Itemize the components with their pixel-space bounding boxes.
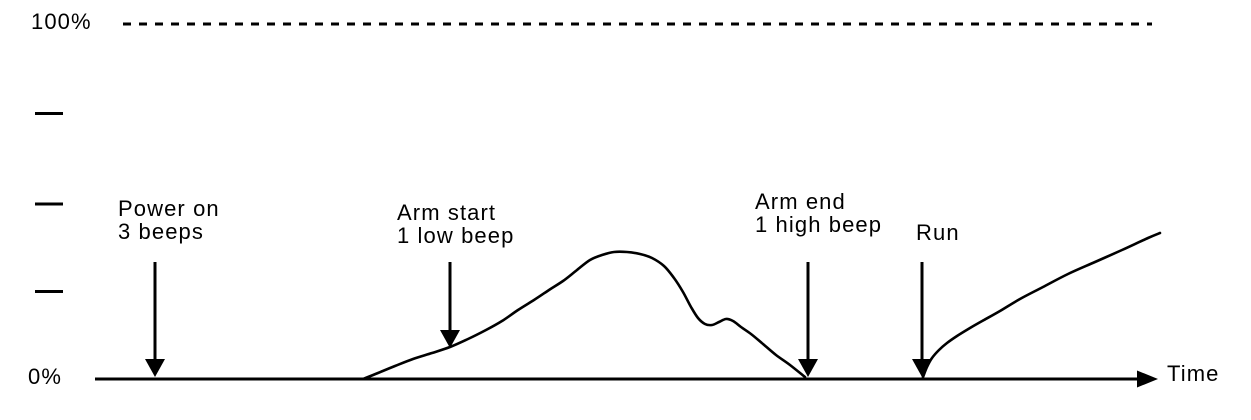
arm-start-label: Arm start 1 low beep bbox=[397, 201, 514, 247]
run-arrowhead-icon bbox=[912, 359, 932, 377]
run-label-line1: Run bbox=[916, 220, 960, 245]
power-on-arrow bbox=[145, 262, 165, 377]
run-arrow bbox=[912, 262, 932, 377]
time-axis bbox=[95, 370, 1158, 388]
power-on-label: Power on 3 beeps bbox=[118, 197, 220, 243]
arm-start-label-line1: Arm start bbox=[397, 200, 497, 225]
y-axis-ticks bbox=[35, 112, 63, 293]
arm-end-arrow bbox=[798, 262, 818, 377]
arm-start-label-line2: 1 low beep bbox=[397, 223, 515, 248]
power-on-label-line2: 3 beeps bbox=[118, 219, 204, 244]
run-label: Run bbox=[916, 221, 960, 244]
arm-start-arrowhead-icon bbox=[440, 330, 460, 348]
arming-signal-curve bbox=[361, 250, 807, 381]
arm-end-label-line1: Arm end bbox=[755, 189, 846, 214]
y-axis-max-label: 100% bbox=[31, 9, 92, 34]
run-signal-curve bbox=[921, 231, 1162, 379]
y-axis-min-label: 0% bbox=[28, 364, 62, 389]
power-on-arrowhead-icon bbox=[145, 359, 165, 377]
arm-end-arrowhead-icon bbox=[798, 359, 818, 377]
arm-end-label: Arm end 1 high beep bbox=[755, 190, 882, 236]
time-axis-arrowhead-icon bbox=[1137, 370, 1158, 388]
x-axis-label: Time bbox=[1167, 361, 1220, 386]
power-on-label-line1: Power on bbox=[118, 196, 220, 221]
arm-end-label-line2: 1 high beep bbox=[755, 212, 883, 237]
arm-start-arrow bbox=[440, 262, 460, 348]
